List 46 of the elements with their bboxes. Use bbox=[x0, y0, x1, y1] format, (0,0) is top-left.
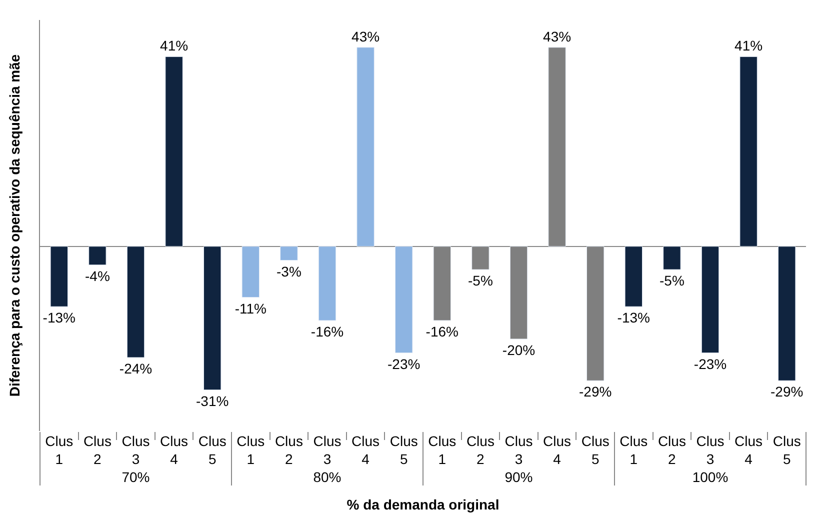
x-tick-label: Clus 1 bbox=[45, 433, 74, 468]
x-tick-label: Clus 5 bbox=[198, 433, 226, 468]
data-label: 43% bbox=[543, 28, 572, 44]
x-tick-label: Clus 1 bbox=[236, 433, 265, 468]
data-label: -29% bbox=[579, 384, 612, 400]
x-tick-label: Clus 1 bbox=[620, 433, 648, 468]
data-label: -23% bbox=[694, 356, 727, 372]
x-tick-label: Clus 2 bbox=[466, 433, 494, 468]
x-tick-label: Clus 4 bbox=[352, 433, 380, 468]
text: 90% bbox=[504, 469, 533, 486]
text: 100% bbox=[692, 469, 728, 486]
data-label: -31% bbox=[196, 392, 229, 409]
data-label: -24% bbox=[119, 360, 152, 376]
x-tick-label: Clus 5 bbox=[772, 433, 801, 468]
x-tick-label: Clus 3 bbox=[504, 433, 533, 468]
text: 80% bbox=[313, 469, 342, 486]
x-tick-label: Clus 2 bbox=[658, 433, 686, 468]
data-label: -3% bbox=[276, 263, 302, 280]
data-label: -29% bbox=[770, 384, 804, 400]
x-tick-label: Clus 3 bbox=[313, 433, 342, 468]
data-label: 43% bbox=[352, 28, 380, 44]
y-axis-title: Diferença para o custo operativo da sequência mãe bbox=[6, 54, 23, 397]
x-tick-label: Clus 3 bbox=[122, 433, 150, 468]
data-label: -20% bbox=[502, 342, 536, 358]
x-tick-label: Clus 4 bbox=[543, 433, 572, 468]
x-tick-label: Clus 4 bbox=[160, 433, 188, 468]
data-label: 41% bbox=[734, 38, 763, 54]
x-tick-label: Clus 2 bbox=[83, 433, 112, 468]
data-label: -16% bbox=[310, 323, 344, 340]
data-label: -23% bbox=[388, 356, 420, 372]
text: 70% bbox=[122, 469, 150, 486]
x-tick-label: Clus 5 bbox=[581, 433, 610, 468]
data-label: -4% bbox=[84, 268, 110, 284]
x-tick-label: Clus 1 bbox=[428, 433, 456, 468]
x-tick-label: Clus 3 bbox=[696, 433, 724, 468]
data-label: -13% bbox=[617, 310, 650, 326]
x-tick-label: Clus 2 bbox=[274, 433, 303, 468]
x-tick-label: Clus 5 bbox=[390, 433, 418, 468]
x-tick-label: Clus 4 bbox=[734, 433, 763, 468]
data-label: -5% bbox=[468, 272, 493, 289]
data-label: -13% bbox=[42, 310, 76, 326]
data-label: -11% bbox=[234, 300, 266, 316]
data-label: 41% bbox=[160, 38, 188, 54]
x-axis-title: % da demanda original bbox=[346, 496, 500, 512]
data-label: -16% bbox=[426, 323, 458, 340]
data-label: -5% bbox=[659, 272, 684, 289]
